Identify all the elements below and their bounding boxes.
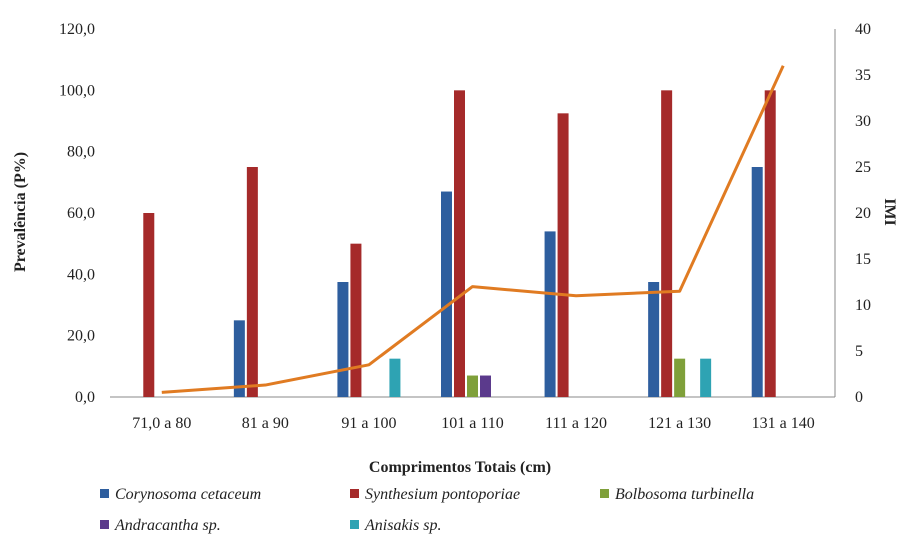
bar-synthesium-pontoporiae	[557, 113, 569, 397]
bar-anisakis-sp	[389, 358, 401, 397]
legend-swatch	[350, 489, 359, 498]
right-axis-ticks: 0 5 10 15 20 25 30 35 40	[855, 21, 871, 406]
y2-tick-label: 40	[855, 21, 871, 38]
y-tick-label: 20,0	[67, 328, 95, 345]
bar-corynosoma-cetaceum	[648, 282, 660, 397]
y-tick-label: 40,0	[67, 266, 95, 283]
y2-tick-label: 5	[855, 343, 863, 360]
y2-tick-label: 20	[855, 205, 871, 222]
bar-synthesium-pontoporiae	[454, 90, 465, 397]
legend-swatch	[600, 489, 609, 498]
legend: Corynosoma cetaceum Synthesium pontoporia…	[100, 486, 754, 534]
x-tick-label: 131 a 140	[752, 415, 815, 432]
legend-label: Bolbosoma turbinella	[615, 486, 754, 503]
y-tick-label: 60,0	[67, 205, 95, 222]
bar-corynosoma-cetaceum	[337, 282, 349, 397]
bar-anisakis-sp	[700, 358, 712, 397]
bar-bolbosoma-turbinella	[674, 358, 686, 397]
y-axis-title: Prevalência (P%)	[12, 152, 29, 272]
legend-label: Synthesium pontoporiae	[365, 486, 520, 503]
legend-label: Andracantha sp.	[114, 517, 221, 534]
bar-synthesium-pontoporiae	[350, 243, 362, 397]
y2-axis-title: IMI	[881, 198, 898, 226]
y2-tick-label: 15	[855, 251, 871, 268]
legend-swatch	[100, 489, 109, 498]
category-labels: 71,0 a 80 81 a 90 91 a 100 101 a 110 111 a 1…	[132, 415, 815, 432]
bar-corynosoma-cetaceum	[233, 320, 245, 397]
x-tick-label: 81 a 90	[242, 415, 289, 432]
legend-swatch	[350, 520, 359, 529]
bar-corynosoma-cetaceum	[441, 191, 452, 397]
bar-andracantha-sp	[480, 375, 491, 397]
legend-label: Anisakis sp.	[364, 517, 441, 534]
y2-tick-label: 0	[855, 389, 863, 406]
left-axis-ticks: 0,0 20,0 40,0 60,0 80,0 100,0 120,0	[59, 21, 95, 406]
x-axis-title: Comprimentos Totais (cm)	[369, 459, 551, 476]
y-tick-label: 100,0	[59, 82, 95, 99]
y2-tick-label: 35	[855, 67, 871, 84]
y-tick-label: 120,0	[59, 21, 95, 38]
y-tick-label: 80,0	[67, 144, 95, 161]
x-tick-label: 91 a 100	[341, 415, 396, 432]
y2-tick-label: 30	[855, 113, 871, 130]
y2-tick-label: 10	[855, 297, 871, 314]
bar-synthesium-pontoporiae	[246, 167, 258, 397]
bars-group	[143, 90, 776, 397]
x-tick-label: 101 a 110	[441, 415, 504, 432]
bar-synthesium-pontoporiae	[661, 90, 673, 397]
bar-corynosoma-cetaceum	[544, 231, 556, 397]
x-tick-label: 121 a 130	[648, 415, 711, 432]
legend-label: Corynosoma cetaceum	[115, 486, 261, 503]
bar-corynosoma-cetaceum	[751, 167, 763, 397]
x-tick-label: 111 a 120	[545, 415, 607, 432]
bar-synthesium-pontoporiae	[143, 213, 155, 397]
bar-bolbosoma-turbinella	[467, 375, 478, 397]
bar-synthesium-pontoporiae	[764, 90, 776, 397]
y-tick-label: 0,0	[75, 389, 95, 406]
imi-line-group	[161, 65, 785, 394]
legend-swatch	[100, 520, 109, 529]
x-tick-label: 71,0 a 80	[132, 415, 191, 432]
imi-line	[161, 65, 785, 394]
y2-tick-label: 25	[855, 159, 871, 176]
